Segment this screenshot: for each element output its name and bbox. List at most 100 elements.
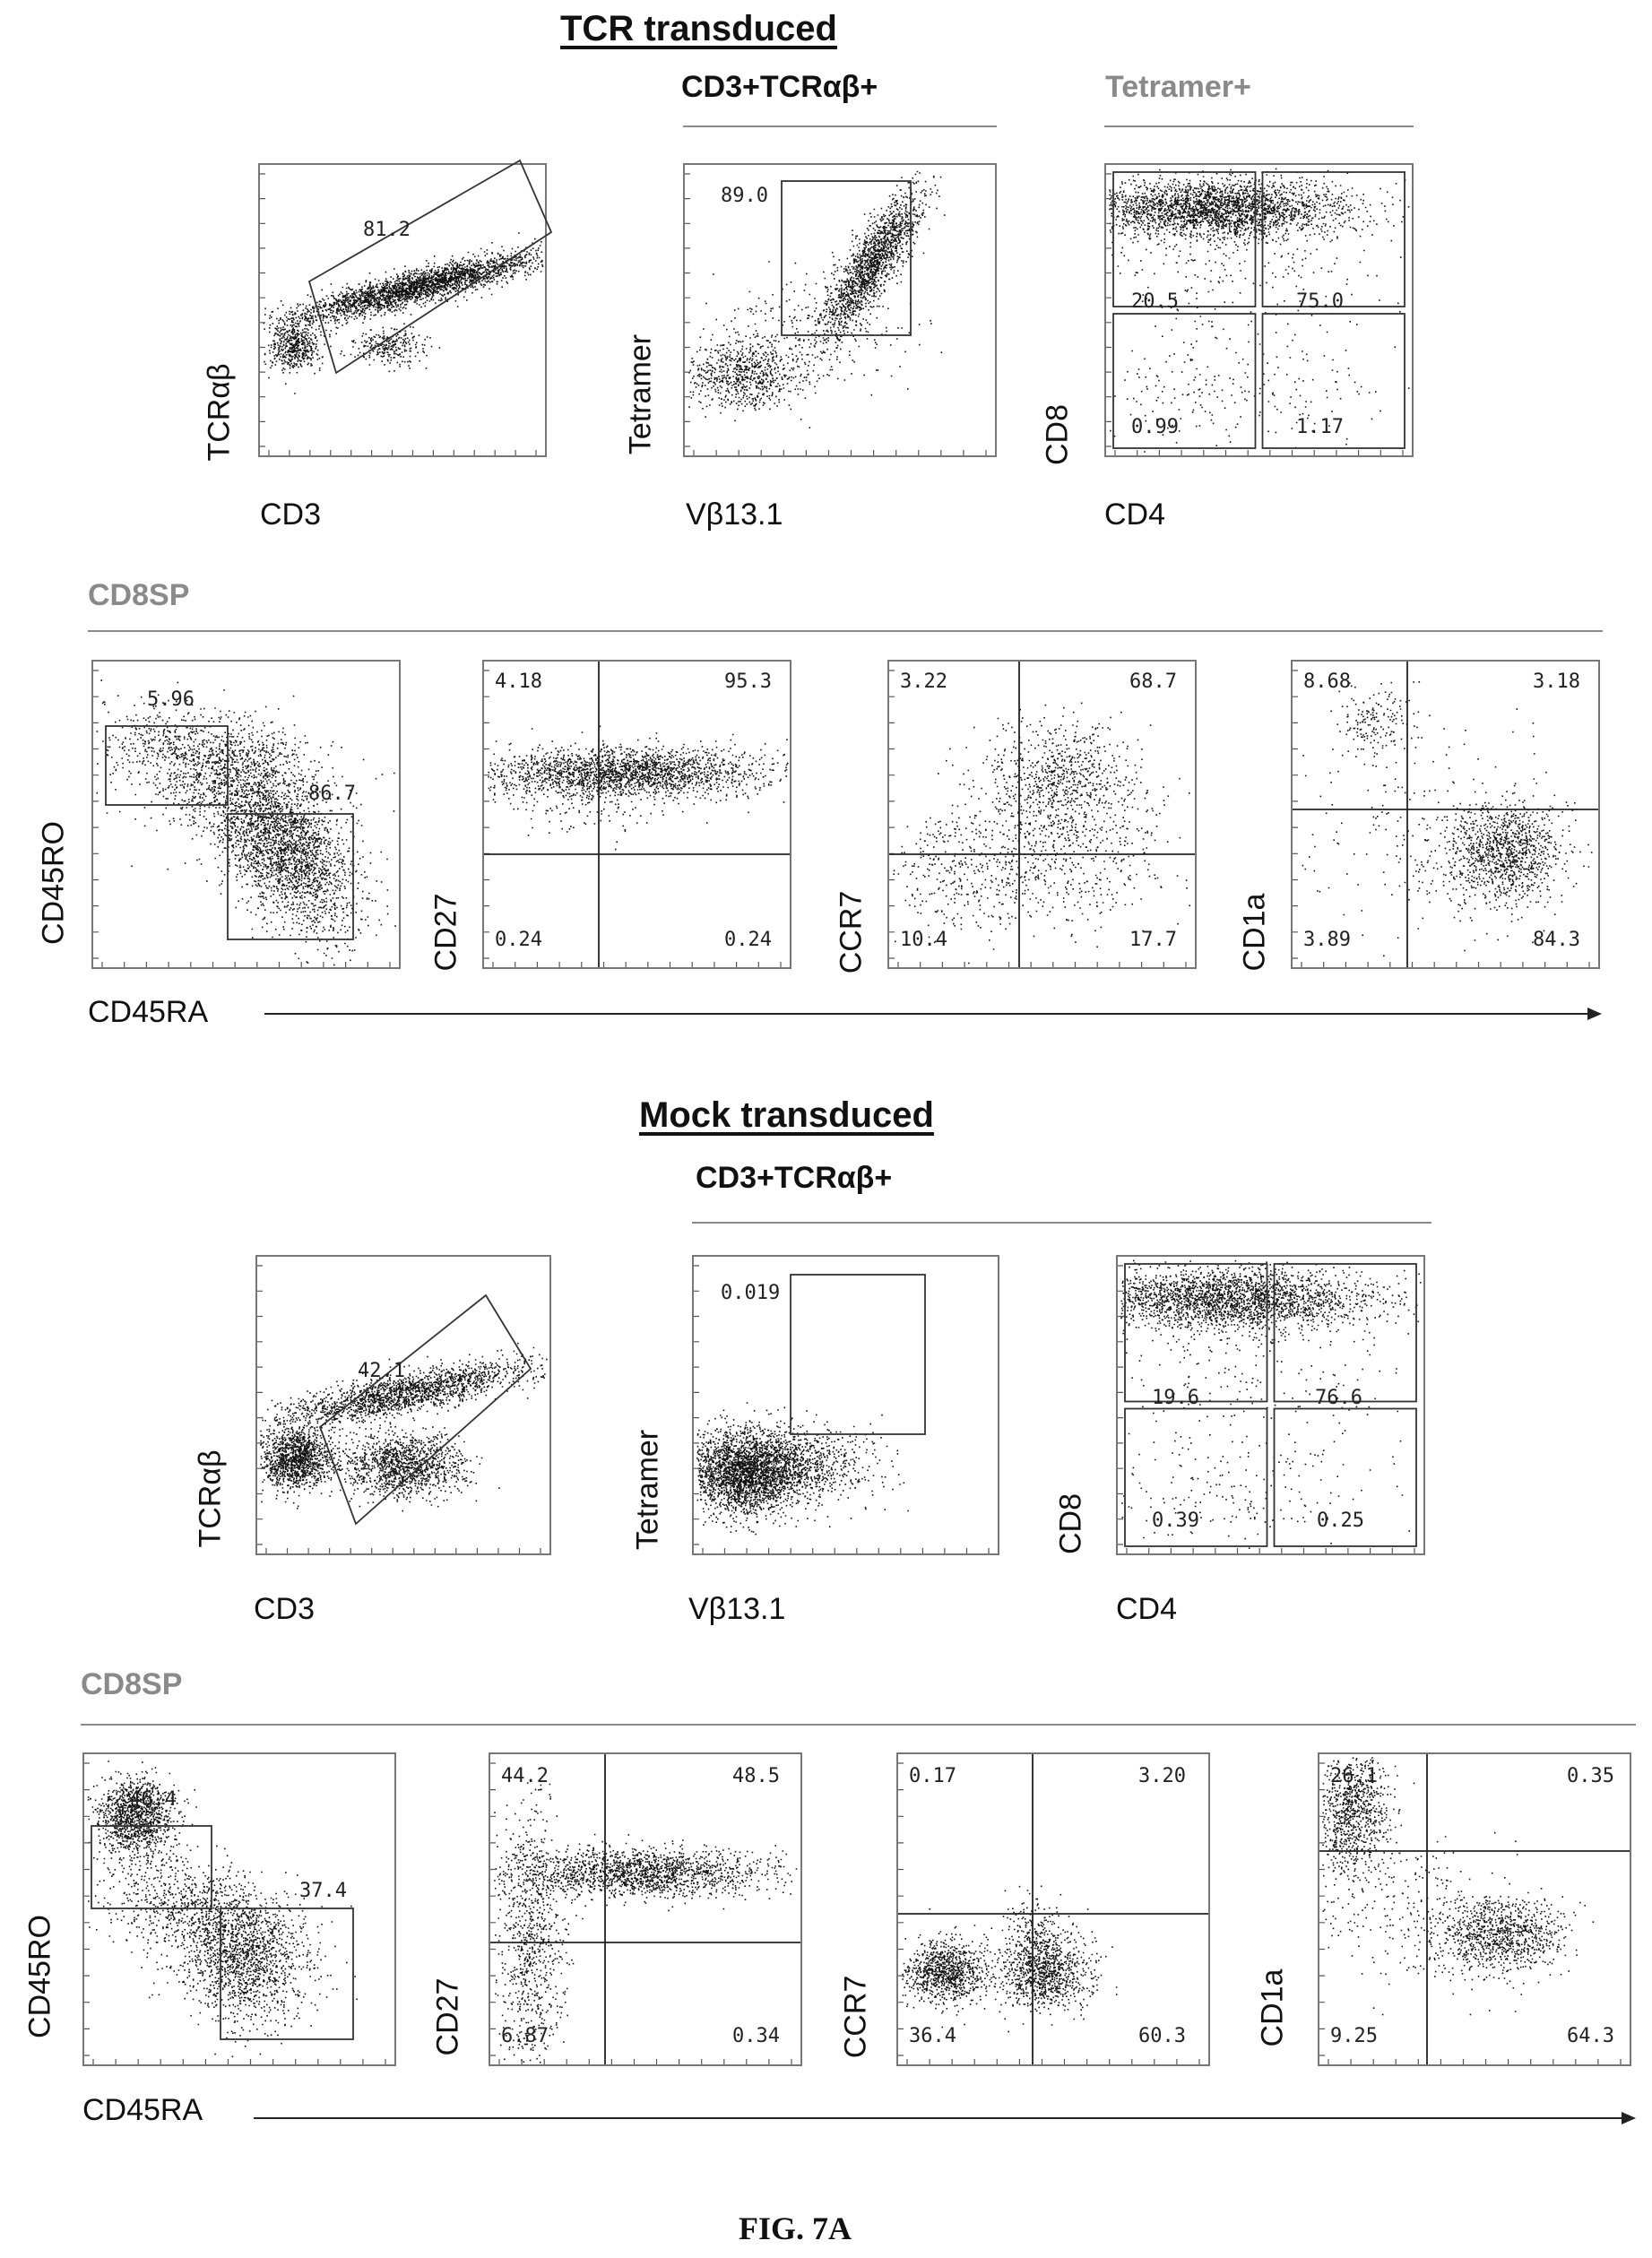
group-label-cd8sp: CD8SP [81, 1667, 183, 1701]
scatter-points [263, 232, 544, 394]
quadrant-value: 6.87 [501, 2025, 549, 2047]
plot-mock-cd4-cd8: 19.6 76.6 0.39 0.25 [1116, 1255, 1425, 1555]
quadrant-lines [1319, 1754, 1630, 2064]
gate-value: 86.7 [308, 783, 356, 805]
quadrant-value: 17.7 [1129, 929, 1177, 951]
gate-outline [1112, 313, 1257, 449]
y-axis-label: CCR7 [838, 1975, 873, 2059]
group-line [683, 125, 997, 127]
quadrant-value: 10.4 [900, 929, 947, 951]
plot-mock-ccr7: 0.17 3.20 36.4 60.3 [896, 1752, 1210, 2066]
x-axis-arrow [264, 1008, 1602, 1020]
quadrant-value: 9.25 [1330, 2025, 1378, 2047]
plot-mock-cd45ra-cd45ro: 46.4 37.4 [82, 1752, 396, 2066]
x-axis-label: Vβ13.1 [688, 1592, 786, 1626]
plot-tcr-ccr7: 3.22 68.7 10.4 17.7 [887, 660, 1197, 969]
axis-ticks [1293, 670, 1590, 967]
gate-value: 46.4 [129, 1788, 177, 1811]
y-axis-label: CD45RO [36, 821, 71, 945]
y-axis-label: TCRαβ [193, 1449, 228, 1548]
gate-outline [227, 813, 354, 940]
quadrant-lines [889, 662, 1195, 967]
quadrant-value: 0.17 [909, 1765, 956, 1787]
plot-tcr-cd45ra-cd45ro: 5.96 86.7 [91, 660, 401, 969]
quadrant-value: 84.3 [1533, 929, 1580, 951]
axis-ticks [889, 670, 1187, 967]
scatter-svg [1118, 1259, 1422, 1553]
quadrant-value: 20.5 [1131, 290, 1179, 313]
gate-value: 42.1 [358, 1360, 405, 1382]
scatter-svg [484, 662, 790, 967]
scatter-points [1302, 681, 1593, 957]
quadrant-value: 60.3 [1138, 2025, 1186, 2047]
quadrant-value: 8.68 [1303, 670, 1351, 693]
group-label-cd8sp: CD8SP [88, 578, 190, 612]
quadrant-value: 3.22 [900, 670, 947, 693]
group-label-cd3tcrab: CD3+TCRαβ+ [681, 70, 878, 104]
axis-ticks [260, 173, 537, 455]
scatter-svg [1319, 1754, 1630, 2064]
axis-ticks [1106, 173, 1404, 455]
scatter-svg [1106, 168, 1410, 455]
plot-tcr-cd1a: 8.68 3.18 3.89 84.3 [1291, 660, 1600, 969]
plot-mock-vb-tetramer: 0.019 [692, 1255, 999, 1555]
scatter-points [488, 725, 789, 851]
gate-value: 5.96 [147, 688, 195, 711]
x-axis-label: CD4 [1104, 497, 1166, 532]
y-axis-label: Tetramer [623, 333, 658, 455]
quadrant-value: 68.7 [1129, 670, 1177, 693]
plot-tcr-cd27: 4.18 95.3 0.24 0.24 [482, 660, 791, 969]
quadrant-value: 95.3 [724, 670, 772, 693]
scatter-points [1322, 1757, 1595, 2016]
quadrant-value: 48.5 [732, 1765, 780, 1787]
x-axis-label: CD4 [1116, 1592, 1178, 1626]
group-line [88, 630, 1603, 632]
scatter-svg [257, 1265, 548, 1553]
quadrant-value: 3.18 [1533, 670, 1580, 693]
axis-ticks [694, 1265, 990, 1553]
x-axis-label: Vβ13.1 [686, 497, 783, 532]
gate-outline [1112, 171, 1257, 307]
quadrant-lines [490, 1754, 800, 2064]
scatter-svg [260, 159, 553, 455]
quadrant-value: 36.4 [909, 2025, 956, 2047]
axis-ticks [257, 1265, 541, 1553]
gate-outline [1261, 313, 1405, 449]
axis-ticks [84, 1762, 386, 2064]
y-axis-label: CD27 [428, 893, 463, 972]
y-axis-label: CD27 [430, 1977, 465, 2056]
quadrant-value: 0.39 [1152, 1510, 1199, 1532]
quadrant-value: 0.99 [1131, 416, 1179, 438]
x-axis-label: CD45RA [88, 995, 209, 1029]
tcr-transduced-title: TCR transduced [560, 9, 837, 48]
axis-ticks [898, 1762, 1200, 2064]
scatter-svg [685, 170, 987, 455]
group-line [81, 1724, 1636, 1726]
group-line [1104, 125, 1414, 127]
x-axis-label: CD3 [254, 1592, 316, 1626]
plot-mock-cd3-tcrab: 42.1 [255, 1255, 551, 1555]
gate-outline [91, 1825, 212, 1909]
scatter-points [1109, 168, 1410, 453]
scatter-points [902, 1885, 1118, 2033]
x-axis-label: CD45RA [82, 2093, 203, 2127]
quadrant-value: 64.3 [1567, 2025, 1614, 2047]
quadrant-lines [898, 1754, 1208, 2064]
scatter-points [696, 1402, 909, 1536]
gate-outline [781, 180, 912, 336]
plot-tcr-vb-tetramer: 89.0 [683, 163, 997, 457]
group-line [692, 1222, 1431, 1224]
gate-value: 37.4 [299, 1880, 347, 1902]
quadrant-value: 3.20 [1138, 1765, 1186, 1787]
y-axis-label: CCR7 [834, 890, 869, 974]
scatter-svg [898, 1754, 1208, 2064]
gate-outline [1273, 1263, 1417, 1403]
quadrant-value: 76.6 [1315, 1387, 1362, 1409]
quadrant-value: 26.1 [1330, 1765, 1378, 1787]
scatter-points [87, 1761, 359, 2058]
gate-value: 0.019 [721, 1282, 781, 1304]
gate-outline [1124, 1407, 1268, 1547]
axis-ticks [93, 670, 391, 967]
gate-outline [790, 1274, 926, 1435]
axis-ticks [1319, 1762, 1622, 2064]
